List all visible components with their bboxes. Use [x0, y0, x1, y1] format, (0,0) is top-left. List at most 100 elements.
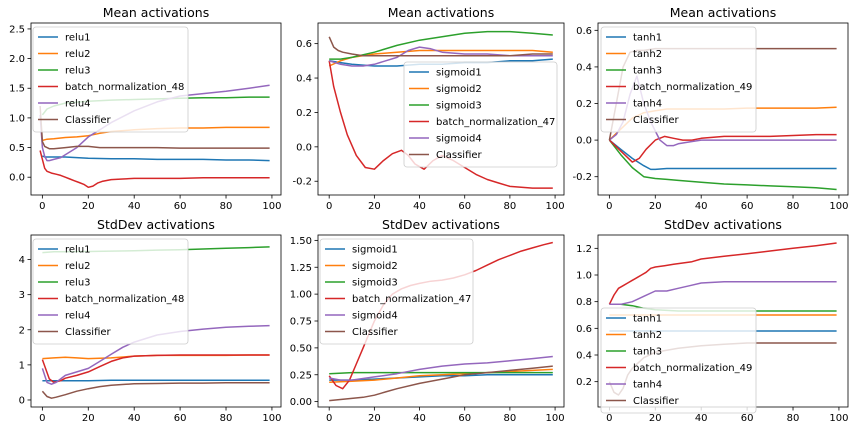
chart-title: StdDev activations [664, 217, 782, 232]
y-tick-label: 2.0 [9, 54, 25, 65]
y-tick-label: 1.2 [576, 244, 592, 255]
legend-label: tanh2 [633, 49, 662, 60]
chart-title: Mean activations [103, 5, 209, 20]
x-tick-label: 40 [413, 413, 426, 424]
x-tick-label: 80 [787, 413, 800, 424]
legend-label: sigmoid1 [352, 245, 398, 256]
legend: sigmoid1 sigmoid2 sigmoid3 batch_normalizat… [403, 61, 558, 168]
series-line-batch_normalization_49 [608, 242, 837, 305]
x-tick-label: 60 [174, 201, 187, 212]
y-tick-label: 0.0 [576, 136, 592, 147]
legend-label: Classifier [633, 396, 680, 407]
x-tick-label: 40 [695, 201, 708, 212]
legend-box [319, 238, 474, 345]
x-tick-label: 100 [829, 413, 848, 424]
x-tick-label: 60 [741, 201, 754, 212]
series-line-Classifier [41, 382, 270, 399]
x-tick-label: 20 [649, 201, 662, 212]
x-tick-label: 20 [82, 201, 95, 212]
series-line-sigmoid2 [329, 368, 553, 384]
y-tick-label: 1.0 [576, 271, 592, 282]
x-tick-label: 40 [413, 201, 426, 212]
legend-box [403, 61, 558, 168]
legend-label: sigmoid2 [436, 84, 482, 95]
legend-label: Classifier [65, 327, 112, 338]
legend-label: tanh3 [633, 66, 662, 77]
y-tick-label: 0.4 [576, 351, 592, 362]
axes-frame [597, 22, 849, 196]
legend-label: relu2 [65, 261, 91, 272]
series-line-sigmoid3 [329, 371, 553, 375]
x-tick-label: 60 [458, 413, 471, 424]
y-tick-label: 0.8 [576, 297, 592, 308]
legend-label: sigmoid3 [436, 101, 482, 112]
x-tick-label: 80 [220, 413, 233, 424]
legend-label: tanh1 [633, 33, 662, 44]
legend-label: tanh3 [633, 347, 662, 358]
y-tick-label: 0.0 [296, 142, 312, 153]
y-tick-label: 1.50 [290, 236, 312, 247]
x-tick-label: 0 [326, 413, 332, 424]
y-tick-label: 0.5 [9, 143, 25, 154]
series-line-relu4 [39, 84, 270, 162]
legend: relu1 relu2 relu3 batch_normalization_48rel… [32, 26, 189, 133]
series-line-sigmoid3 [329, 30, 553, 60]
chart-title: Mean activations [388, 5, 494, 20]
legend-label: relu2 [65, 49, 91, 60]
y-tick-label: 0.0 [9, 173, 25, 184]
y-tick-label: 0.4 [296, 74, 312, 85]
chart-title: StdDev activations [97, 217, 215, 232]
legend-label: batch_normalization_49 [633, 363, 752, 374]
x-tick-label: 100 [262, 201, 281, 212]
y-tick-label: 1.5 [9, 84, 25, 95]
x-tick-label: 0 [39, 201, 45, 212]
y-tick-label: 0.50 [290, 343, 312, 354]
axes-frame [317, 22, 565, 196]
chart-panel-5: StdDev activations 0 20 40 60 80 100 0.00 0.25 0.… [290, 217, 565, 424]
y-tick-label: 1.25 [290, 263, 312, 274]
legend: tanh1 tanh2 tanh3 batch_normalization_49tan… [600, 307, 757, 414]
series-line-relu1 [42, 155, 270, 162]
legend-box [600, 307, 757, 414]
series-line-tanh3 [608, 139, 837, 191]
legend-label: batch_normalization_49 [633, 82, 752, 93]
y-tick-label: 4 [19, 255, 25, 266]
y-tick-label: 1.00 [290, 290, 312, 301]
legend-box [32, 26, 189, 133]
y-tick-label: -0.2 [572, 172, 592, 183]
axes-frame [30, 22, 282, 196]
y-tick-label: 0.75 [290, 317, 312, 328]
legend-label: batch_normalization_48 [65, 82, 184, 93]
y-tick-label: 0.2 [576, 99, 592, 110]
y-tick-label: 0.6 [576, 26, 592, 37]
chart-panel-2: Mean activations 0 20 40 60 80 100 -0.2 0.0 0.2 0.… [292, 5, 564, 212]
y-tick-label: 1 [19, 360, 25, 371]
x-tick-label: 0 [606, 413, 612, 424]
series-line-sigmoid4 [328, 46, 553, 67]
legend-label: Classifier [352, 327, 399, 338]
legend-label: Classifier [436, 150, 483, 161]
series-group [41, 246, 270, 399]
chart-panel-4: StdDev activations 0 20 40 60 80 100 0 1 2 3 4 relu1… [19, 217, 282, 424]
legend-box [600, 26, 757, 133]
x-tick-label: 0 [606, 201, 612, 212]
y-tick-label: 2.5 [9, 24, 25, 35]
y-tick-label: 1.0 [9, 113, 25, 124]
x-tick-label: 80 [787, 201, 800, 212]
chart-panel-1: Mean activations 0 20 40 60 80 100 0.0 0.5 1.0 1.5… [9, 5, 281, 212]
legend-label: sigmoid2 [352, 261, 398, 272]
x-tick-label: 20 [368, 201, 381, 212]
y-tick-label: 0.25 [290, 370, 312, 381]
x-tick-label: 80 [504, 413, 517, 424]
axes-frame [30, 234, 282, 408]
x-tick-label: 80 [504, 201, 517, 212]
x-tick-label: 40 [128, 201, 141, 212]
x-tick-label: 60 [174, 413, 187, 424]
x-tick-label: 20 [368, 413, 381, 424]
legend-label: relu3 [65, 278, 91, 289]
legend-label: batch_normalization_48 [65, 294, 184, 305]
legend-label: batch_normalization_47 [352, 294, 471, 305]
legend-label: tanh4 [633, 380, 662, 391]
legend-label: tanh2 [633, 330, 662, 341]
